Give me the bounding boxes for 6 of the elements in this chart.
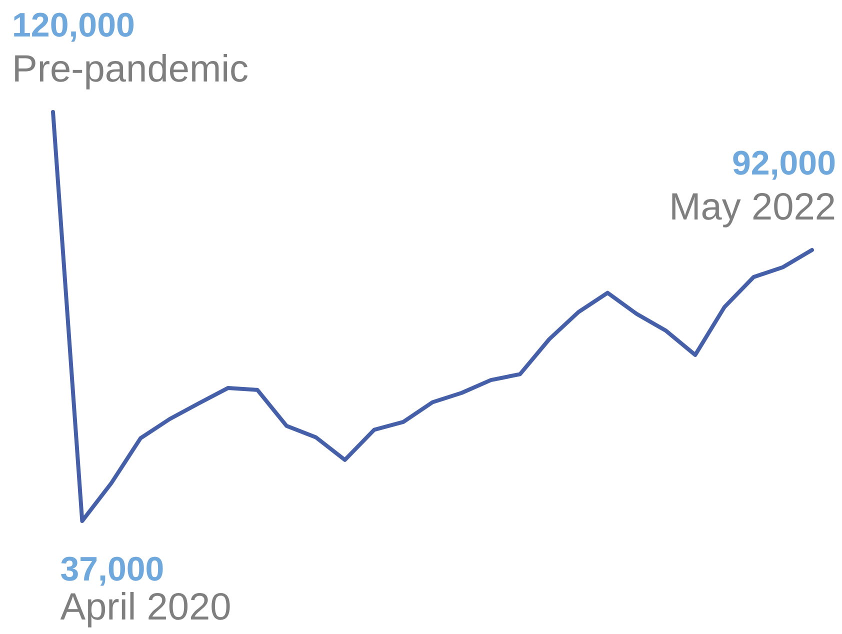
data-label: 92,000 <box>732 144 836 182</box>
text: April 2020 <box>60 586 232 628</box>
text: Pre-pandemic <box>12 48 249 90</box>
annotation: May 2022 <box>669 186 836 228</box>
data-label: 37,000 <box>60 550 164 588</box>
data-label: 120,000 <box>12 6 135 44</box>
